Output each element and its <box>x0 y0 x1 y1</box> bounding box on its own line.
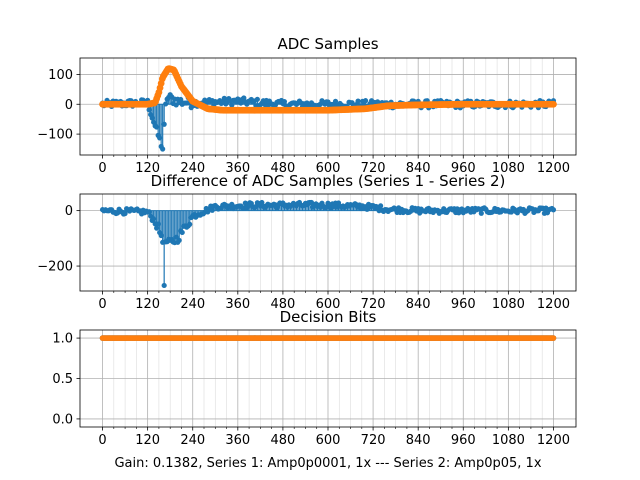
x-tick-label: 1080 <box>492 297 525 312</box>
x-tick-label: 720 <box>361 297 386 312</box>
x-tick-label: 720 <box>361 433 386 448</box>
series2-bit-point <box>550 335 557 341</box>
x-tick-label: 840 <box>406 433 431 448</box>
difference-point <box>187 221 193 227</box>
series1-point <box>160 146 166 152</box>
difference-panel: Difference of ADC Samples (Series 1 - Se… <box>37 172 577 312</box>
x-tick-label: 1080 <box>492 161 525 176</box>
adc-samples-panel: ADC Samples 0 120 240 360 480 600 720 840 960 108… <box>37 35 577 176</box>
adc-y-ticks: −100 0 100 <box>37 68 80 143</box>
x-tick-label: 1200 <box>537 433 570 448</box>
difference-point <box>550 207 557 213</box>
x-tick-label: 960 <box>451 161 476 176</box>
x-tick-label: 360 <box>225 433 250 448</box>
difference-y-ticks: −200 0 <box>37 204 80 275</box>
x-tick-label: 480 <box>270 297 295 312</box>
x-tick-label: 1200 <box>537 161 570 176</box>
difference-point <box>122 210 128 217</box>
x-tick-label: 240 <box>180 297 205 312</box>
difference-data <box>99 199 557 289</box>
x-tick-label: 120 <box>135 161 160 176</box>
x-tick-label: 480 <box>270 161 295 176</box>
x-tick-label: 1080 <box>492 433 525 448</box>
x-tick-label: 480 <box>270 433 295 448</box>
adc-samples-title: ADC Samples <box>277 35 378 53</box>
difference-point <box>478 210 484 216</box>
x-tick-label: 240 <box>180 433 205 448</box>
difference-point <box>378 203 384 209</box>
series1-point <box>362 98 369 104</box>
series1-point <box>332 98 339 104</box>
adc-data <box>99 65 557 152</box>
series1-point <box>281 98 288 105</box>
decision-bits-panel: Decision Bits 0 120 240 360 480 600 720 840 960 1… <box>52 308 577 448</box>
y-tick-label: 0.0 <box>52 412 73 427</box>
x-tick-label: 600 <box>316 297 341 312</box>
x-tick-label: 0 <box>98 161 106 176</box>
series1-point <box>161 121 167 127</box>
series2-point <box>550 100 557 108</box>
x-tick-label: 1200 <box>537 297 570 312</box>
x-tick-label: 600 <box>316 161 341 176</box>
difference-point <box>176 237 182 243</box>
x-tick-label: 360 <box>225 161 250 176</box>
x-tick-label: 360 <box>225 297 250 312</box>
y-tick-label: 0 <box>65 98 73 113</box>
y-tick-label: 1.0 <box>52 332 73 347</box>
series1-point <box>355 98 361 104</box>
decision-bits-data <box>99 335 557 341</box>
difference-title: Difference of ADC Samples (Series 1 - Se… <box>151 172 506 190</box>
decision-bits-x-ticks: 0 120 240 360 480 600 720 840 960 1080 1200 <box>98 427 570 448</box>
x-tick-label: 720 <box>361 161 386 176</box>
x-tick-label: 600 <box>316 433 341 448</box>
y-tick-label: 0 <box>65 204 73 219</box>
x-tick-label: 840 <box>406 297 431 312</box>
x-tick-label: 120 <box>135 433 160 448</box>
difference-x-ticks: 0 120 240 360 480 600 720 840 960 1080 1200 <box>98 291 570 312</box>
series1-point <box>254 96 260 102</box>
y-tick-label: 0.5 <box>52 372 73 387</box>
x-tick-label: 960 <box>451 297 476 312</box>
figure-xlabel: Gain: 0.1382, Series 1: Amp0p0001, 1x --… <box>114 456 541 471</box>
y-tick-label: −200 <box>37 260 73 275</box>
x-tick-label: 0 <box>98 297 106 312</box>
decision-bits-title: Decision Bits <box>280 308 377 326</box>
adc-x-ticks: 0 120 240 360 480 600 720 840 960 1080 1200 <box>98 155 570 176</box>
x-tick-label: 240 <box>180 161 205 176</box>
decision-bits-y-ticks: 0.0 0.5 1.0 <box>52 332 80 427</box>
x-tick-label: 960 <box>451 433 476 448</box>
difference-point <box>154 225 160 231</box>
y-tick-label: −100 <box>37 128 73 143</box>
x-tick-label: 0 <box>98 433 106 448</box>
x-tick-label: 840 <box>406 161 431 176</box>
x-tick-label: 120 <box>135 297 160 312</box>
y-tick-label: 100 <box>48 68 73 83</box>
difference-point <box>161 282 167 289</box>
series1-point <box>178 96 184 103</box>
difference-point <box>179 229 185 236</box>
